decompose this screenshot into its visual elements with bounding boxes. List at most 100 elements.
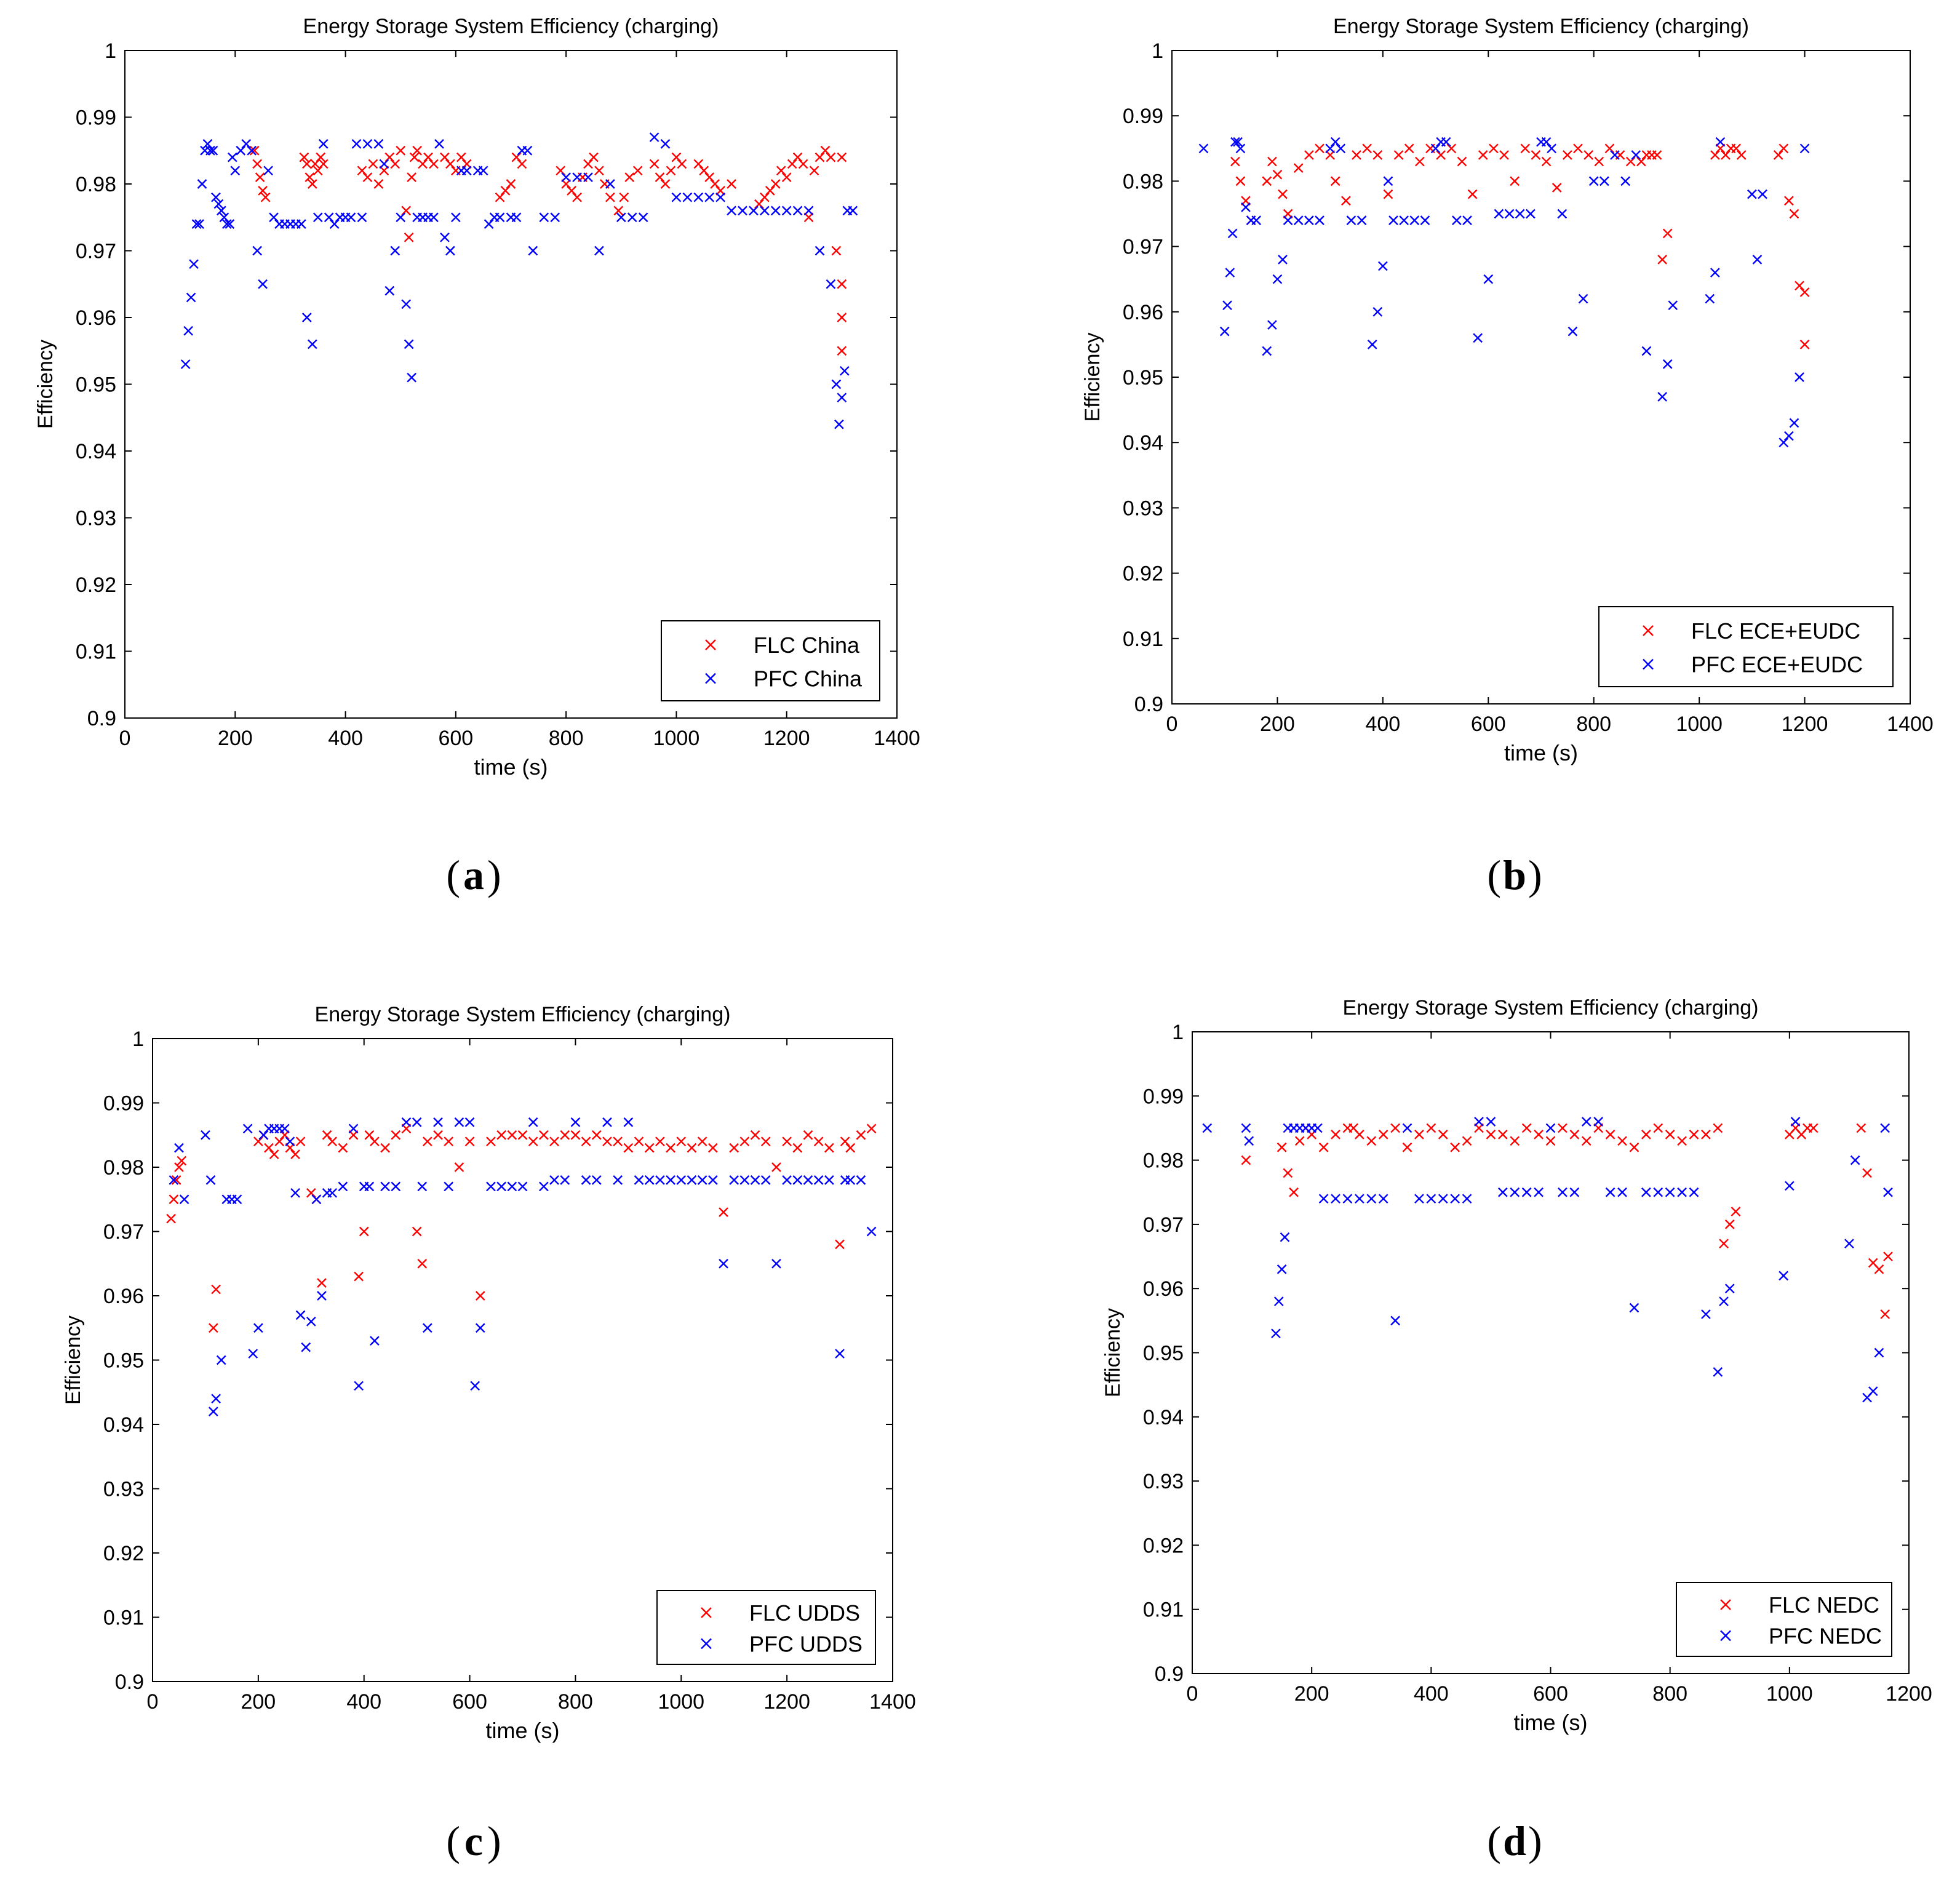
data-point (169, 1194, 179, 1205)
data-point (831, 379, 842, 389)
data-point (782, 1136, 792, 1147)
y-tick-label: 0.97 (1123, 236, 1163, 259)
data-point (1605, 1187, 1615, 1197)
chart-panel-a: ( a ) Energy Storage System Efficiency (… (34, 15, 920, 898)
data-point (1752, 254, 1763, 265)
data-point (444, 1181, 454, 1192)
data-point (1293, 215, 1304, 225)
data-point (1244, 1136, 1254, 1146)
data-point (225, 219, 235, 229)
data-point (1267, 320, 1277, 330)
data-point (211, 1284, 221, 1295)
data-point (1779, 437, 1789, 448)
data-point (1346, 215, 1356, 225)
y-tick-label: 0.99 (76, 106, 116, 130)
data-point (1721, 150, 1731, 160)
data-point (384, 285, 395, 296)
data-point (317, 1278, 327, 1288)
y-tick-label: 0.94 (1143, 1406, 1184, 1429)
data-point (1883, 1251, 1893, 1261)
data-point (1541, 156, 1552, 167)
data-point (682, 192, 693, 202)
legend-label: FLC UDDS (749, 1600, 860, 1626)
data-point (1426, 1194, 1436, 1204)
y-axis-label: Efficiency (34, 340, 57, 429)
data-point (252, 245, 262, 256)
data-point (318, 159, 329, 169)
legend-box (656, 1590, 876, 1665)
data-point (1883, 1187, 1893, 1197)
data-point (727, 179, 736, 189)
data-point (1779, 1271, 1788, 1281)
data-point (1573, 143, 1583, 154)
x-tick-label: 1000 (1766, 1682, 1813, 1706)
legend-label: PFC China (754, 666, 862, 692)
data-point (1844, 1239, 1854, 1249)
data-point (506, 179, 516, 189)
data-point (1341, 196, 1351, 206)
data-point (649, 132, 659, 142)
data-point (589, 152, 599, 162)
x-tick-label: 600 (1471, 712, 1506, 736)
data-point (456, 152, 466, 162)
data-point (1283, 215, 1293, 225)
data-point (1784, 431, 1794, 441)
panel-caption-close: ) (1528, 1818, 1542, 1864)
y-tick-label: 1 (132, 1028, 144, 1051)
data-point (1790, 1117, 1801, 1127)
data-point (1568, 326, 1578, 337)
y-tick-label: 0.99 (1123, 105, 1163, 128)
data-point (1677, 1136, 1687, 1146)
data-point (1631, 150, 1641, 160)
data-point (1808, 1123, 1819, 1133)
data-point (313, 166, 323, 176)
data-point (602, 1136, 612, 1147)
chart-panel-b: ( b ) Energy Storage System Efficiency (… (1081, 15, 1934, 898)
y-tick-label: 1 (1172, 1021, 1184, 1044)
y-tick-label: 0.93 (1143, 1470, 1184, 1493)
y-axis-label: Efficiency (1101, 1308, 1125, 1397)
data-point (1494, 209, 1504, 219)
data-point (644, 1143, 655, 1153)
x-tick-label: 800 (549, 727, 584, 750)
data-point (1438, 1130, 1448, 1140)
data-point (831, 245, 842, 256)
data-point (1545, 1123, 1556, 1133)
data-point (500, 186, 511, 196)
data-point (1262, 346, 1272, 356)
y-tick-label: 1 (1152, 39, 1163, 63)
data-point (655, 1136, 665, 1147)
legend-marker (701, 1607, 712, 1618)
data-point (1689, 1130, 1699, 1140)
data-point (1356, 215, 1367, 225)
y-tick-label: 0.95 (1143, 1342, 1184, 1365)
x-tick-label: 800 (1652, 1682, 1687, 1706)
data-point (616, 212, 626, 223)
data-point (771, 1258, 781, 1269)
data-point (1438, 1194, 1448, 1204)
data-point (166, 1213, 176, 1224)
data-point (676, 1136, 687, 1147)
data-point (660, 139, 671, 149)
x-tick-label: 1400 (869, 1690, 916, 1714)
data-point (1325, 143, 1335, 154)
data-point (1593, 1117, 1604, 1127)
data-point (511, 212, 522, 223)
data-point (454, 1162, 464, 1172)
x-tick-label: 800 (558, 1690, 593, 1714)
x-tick-label: 1400 (1887, 712, 1934, 736)
data-point (433, 1117, 443, 1127)
data-point (464, 1117, 475, 1127)
data-point (478, 166, 488, 176)
x-tick-label: 1200 (1782, 712, 1828, 736)
data-point (1652, 150, 1662, 160)
y-tick-label: 0.95 (103, 1349, 144, 1373)
data-point (567, 186, 576, 196)
data-point (179, 1194, 189, 1205)
data-point (404, 339, 414, 349)
data-point (697, 1175, 707, 1185)
panel-caption-close: ) (1528, 852, 1542, 898)
panel-caption-letter: b (1503, 852, 1526, 898)
legend: FLC China PFC China (661, 620, 880, 701)
data-point (1724, 1219, 1735, 1229)
